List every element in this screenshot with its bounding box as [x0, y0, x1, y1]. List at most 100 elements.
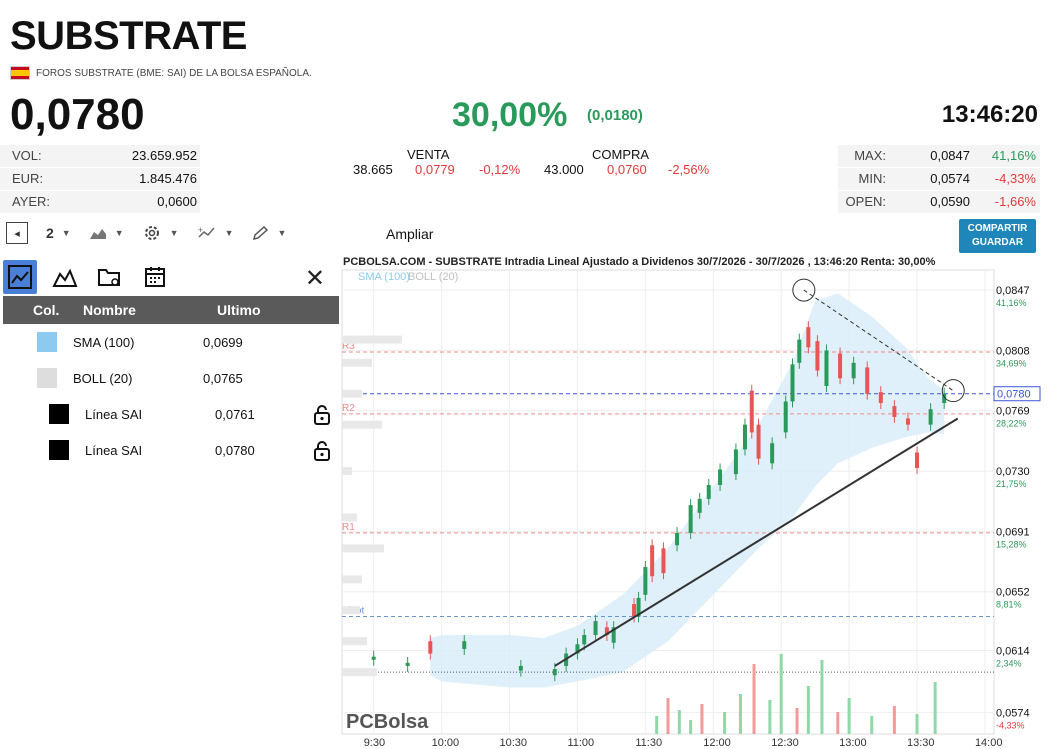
candle — [593, 621, 598, 636]
settings-dropdown[interactable]: ▼ — [142, 223, 179, 243]
y-tick-pct: 28,22% — [996, 419, 1027, 429]
candle — [371, 656, 376, 660]
trend-anchor-current — [941, 379, 965, 403]
page-title: SUBSTRATE — [10, 14, 247, 58]
y-tick-pct: 21,75% — [996, 479, 1027, 489]
candle — [636, 597, 641, 617]
price-chart[interactable]: R3R2R1Pivot0,084741,16%0,080834,69%0,076… — [340, 254, 1046, 749]
x-tick-label: 12:00 — [703, 737, 731, 749]
candle — [733, 449, 738, 475]
unlock-icon[interactable] — [313, 440, 331, 462]
x-tick-label: 11:00 — [567, 737, 594, 749]
pivot-label: R1 — [342, 522, 355, 533]
candle — [604, 627, 609, 636]
chart-toolbar: ◂ 2 ▼ ▼ ▼ + ▼ ▼ — [6, 220, 304, 246]
close-icon[interactable]: ✕ — [304, 265, 325, 292]
panel-toggle-icon: ◂ — [6, 222, 28, 244]
tab-calendar[interactable] — [138, 260, 172, 294]
y-tick-label: 0,0614 — [996, 645, 1030, 657]
y-tick-label: 0,0730 — [996, 466, 1030, 478]
candle — [815, 341, 820, 371]
indicators-dropdown[interactable]: + ▼ — [197, 225, 234, 241]
tab-folder-settings[interactable] — [93, 260, 127, 294]
candle — [643, 566, 648, 595]
share-save-button[interactable]: COMPARTIR GUARDAR — [959, 219, 1036, 253]
candle — [838, 353, 843, 379]
x-tick-label: 14:00 — [975, 737, 1003, 749]
volume-profile-bar — [342, 575, 362, 584]
candle — [797, 339, 802, 363]
volume-bar — [689, 720, 693, 734]
color-swatch[interactable] — [37, 332, 57, 352]
stat-max: MAX: 0,0847 41,16% — [838, 145, 1040, 167]
x-tick-label: 13:30 — [907, 737, 935, 749]
stat-yesterday: AYER: 0,0600 — [0, 191, 200, 213]
candle — [756, 424, 761, 459]
x-tick-label: 10:30 — [500, 737, 528, 749]
toggle-panel-button[interactable]: ◂ — [6, 222, 28, 244]
candle — [405, 662, 410, 666]
current-price-label: 0,0780 — [997, 389, 1031, 401]
unlock-icon[interactable] — [313, 404, 331, 426]
candle — [824, 350, 829, 386]
trend-anchor-high — [792, 278, 816, 302]
volume-bar — [847, 698, 851, 734]
volume-bar — [779, 654, 783, 734]
color-swatch[interactable] — [37, 368, 57, 388]
trend-line-resistance — [803, 289, 954, 392]
candle — [806, 327, 811, 348]
color-swatch[interactable] — [49, 404, 69, 424]
indicator-row-line-2[interactable]: Línea SAI 0,0780 — [3, 432, 339, 468]
venta-pct: -0,12% — [479, 162, 521, 177]
spain-flag-icon — [10, 66, 30, 80]
chart-type-dropdown[interactable]: ▼ — [89, 226, 124, 240]
change-absolute: (0,0180) — [587, 107, 643, 124]
drawing-dropdown[interactable]: ▼ — [251, 225, 286, 241]
legend-boll: BOLL (20) — [408, 271, 459, 283]
candle — [706, 484, 711, 499]
x-tick-label: 13:00 — [839, 737, 867, 749]
indicator-row-sma[interactable]: SMA (100) 0,0699 — [3, 324, 339, 360]
candle — [905, 418, 910, 425]
stat-min: MIN: 0,0574 -4,33% — [838, 168, 1040, 190]
candle — [697, 498, 702, 513]
candle — [462, 641, 467, 649]
candle — [928, 409, 933, 425]
compra-pct: -2,56% — [668, 162, 710, 177]
volume-bar — [836, 712, 840, 734]
volume-bar — [915, 714, 919, 734]
volume-bar — [933, 682, 937, 734]
bollinger-band — [430, 293, 945, 688]
volume-profile-bar — [342, 467, 352, 476]
y-tick-pct: -4,33% — [996, 720, 1025, 730]
line-chart-icon — [8, 265, 32, 289]
candle — [718, 469, 723, 485]
candle — [851, 362, 856, 379]
volume-bar — [655, 716, 659, 734]
pivot-label: R3 — [342, 341, 355, 352]
volume-profile-bar — [342, 637, 367, 646]
ampliar-link[interactable]: Ampliar — [386, 226, 434, 242]
venta-qty: 38.665 — [353, 162, 393, 177]
candle — [611, 627, 616, 643]
panel-tabs: ✕ — [3, 258, 339, 296]
chevron-down-icon: ▼ — [169, 228, 179, 238]
volume-profile-bar — [342, 513, 357, 522]
area-chart-icon — [89, 229, 106, 239]
stat-open: OPEN: 0,0590 -1,66% — [838, 191, 1040, 213]
tab-area[interactable] — [48, 260, 82, 294]
pivot-label: R2 — [342, 403, 355, 414]
folder-gear-icon — [98, 269, 120, 286]
color-swatch[interactable] — [49, 440, 69, 460]
change-percent: 30,00% — [452, 96, 568, 134]
indicator-row-boll[interactable]: BOLL (20) 0,0765 — [3, 360, 339, 396]
indicators-panel: ✕ Col. Nombre Ultimo SMA (100) 0,0699 BO… — [3, 258, 339, 468]
subtitle-row: FOROS SUBSTRATE (BME: SAI) DE LA BOLSA E… — [10, 66, 312, 80]
count-value: 2 — [46, 225, 54, 241]
count-dropdown[interactable]: 2 ▼ — [46, 225, 71, 241]
candle — [552, 669, 557, 676]
y-tick-pct: 2,34% — [996, 658, 1022, 668]
indicator-row-line-1[interactable]: Línea SAI 0,0761 — [3, 396, 339, 432]
tab-indicators[interactable] — [3, 260, 37, 294]
compra-price: 0,0760 — [607, 162, 647, 177]
